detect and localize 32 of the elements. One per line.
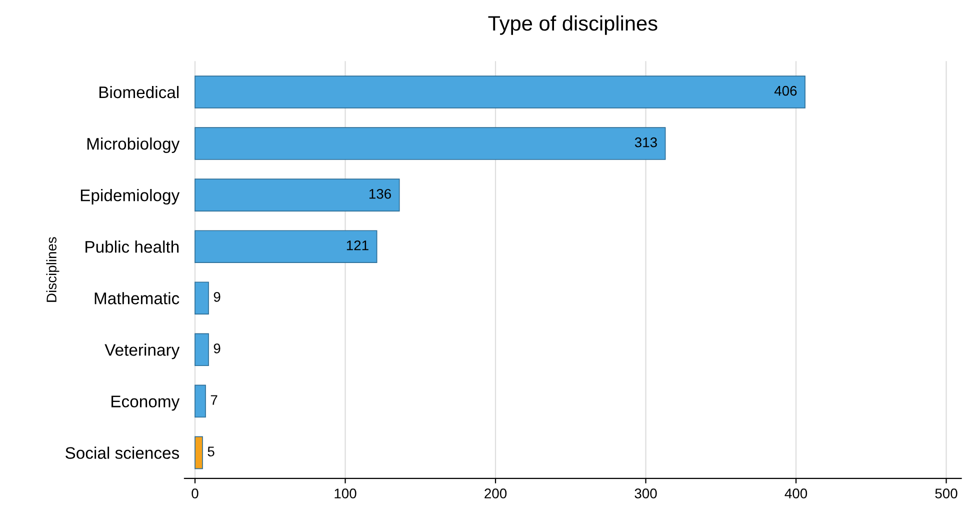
chart-title: Type of disciplines [488, 15, 658, 35]
bar [194, 436, 203, 470]
data-label: 121 [346, 240, 368, 250]
bar [194, 384, 206, 418]
bar [194, 127, 666, 160]
data-label: 406 [774, 86, 797, 96]
data-label: 7 [210, 395, 218, 405]
x-tick-label: 0 [192, 488, 198, 498]
y-tick-label: Social sciences [66, 446, 180, 459]
x-tick-label: 500 [935, 488, 958, 498]
y-tick-label: Mathematic [94, 292, 180, 304]
data-label: 136 [369, 188, 391, 199]
x-tick-label: 400 [784, 488, 808, 498]
y-tick-label: Biomedical [99, 86, 179, 98]
y-tick-label: Veterinary [104, 344, 180, 360]
bar [194, 333, 209, 366]
y-tick-label: Public health [86, 240, 179, 253]
y-tick-label: Epidemiology [80, 189, 180, 205]
bar [194, 230, 378, 263]
bar [194, 282, 209, 315]
y-tick-label: Microbiology [87, 137, 180, 154]
x-tick-label: 100 [334, 488, 356, 498]
bar [194, 76, 806, 108]
x-tick-label: 300 [634, 488, 657, 498]
bar [194, 178, 400, 212]
x-tick-label: 200 [484, 488, 507, 498]
y-axis-title: Disciplines [46, 237, 60, 302]
data-label: 5 [208, 446, 214, 456]
data-label: 9 [214, 344, 220, 354]
data-label: 9 [214, 292, 220, 302]
data-label: 313 [634, 137, 657, 148]
y-tick-label: Economy [112, 396, 180, 411]
